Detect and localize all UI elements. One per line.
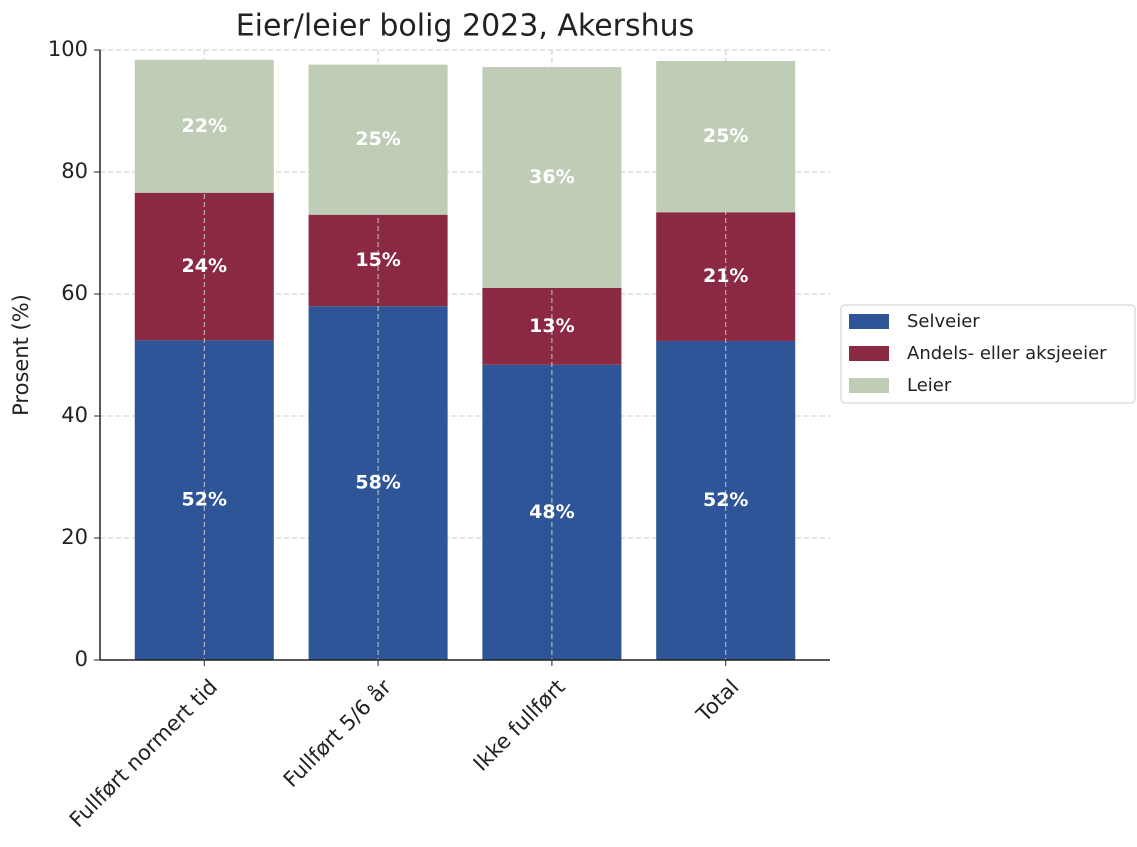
- chart-title: Eier/leier bolig 2023, Akershus: [236, 9, 695, 44]
- value-label: 25%: [703, 125, 748, 147]
- value-label: 36%: [529, 166, 574, 188]
- overlay: 52% 58% 48% 52% 24% 15% 13% 21% 22% 25% 36% 25%: [182, 50, 748, 660]
- y-tick-label: 100: [48, 37, 88, 61]
- value-label: 52%: [703, 489, 748, 511]
- y-tick-label: 0: [75, 647, 88, 671]
- legend-swatch: [849, 314, 889, 329]
- legend-label: Selveier: [907, 311, 980, 332]
- x-tick-label: Total: [691, 675, 743, 727]
- y-tick-label: 20: [61, 525, 88, 549]
- legend-swatch: [849, 378, 889, 393]
- value-label: 22%: [182, 115, 227, 137]
- value-label: 15%: [355, 249, 400, 271]
- x-tick-label: Ikke fullført: [469, 675, 570, 776]
- legend-label: Andels- eller aksjeeier: [907, 343, 1107, 364]
- bars: [134, 59, 796, 660]
- legend-box: [840, 304, 1136, 404]
- legend-swatch: [849, 346, 889, 361]
- x-tick-label: Fullført normert tid: [65, 675, 222, 832]
- value-label: 52%: [182, 489, 227, 511]
- y-tick-label: 60: [61, 281, 88, 305]
- y-axis-label: Prosent (%): [9, 294, 33, 416]
- value-label: 13%: [529, 315, 574, 337]
- value-label: 25%: [355, 128, 400, 150]
- value-label: 58%: [355, 472, 400, 494]
- y-tick-label: 80: [61, 159, 88, 183]
- value-label: 48%: [529, 501, 574, 523]
- value-label: 21%: [703, 265, 748, 287]
- legend-label: Leier: [907, 375, 952, 396]
- value-label: 24%: [182, 255, 227, 277]
- y-tick-label: 40: [61, 403, 88, 427]
- x-tick-label: Fullført 5/6 år: [278, 674, 396, 792]
